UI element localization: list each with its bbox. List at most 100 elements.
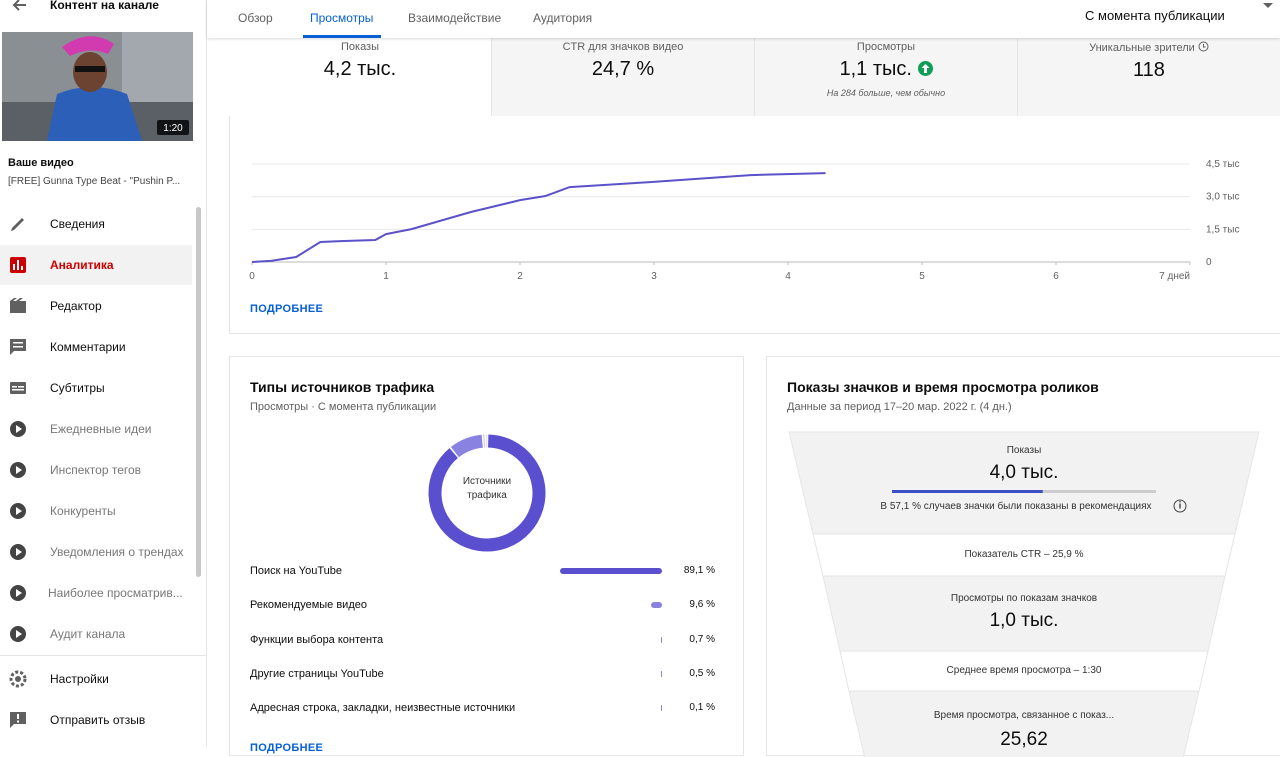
- x-tick-label: 2: [517, 271, 523, 282]
- extension-item[interactable]: Инспектор тегов: [0, 450, 192, 490]
- extension-item[interactable]: Уведомления о трендах: [0, 532, 192, 572]
- menu-item[interactable]: Настройки: [0, 659, 192, 699]
- icon: [9, 670, 27, 688]
- donut-segment: [455, 441, 482, 452]
- sidebar: Контент на канале 1:20 Ваше видео [FREE]…: [0, 0, 207, 747]
- icon: [9, 625, 27, 643]
- x-tick-label: 7 дней: [1159, 271, 1190, 282]
- menu-item[interactable]: Редактор: [0, 286, 192, 326]
- icon: [9, 297, 27, 315]
- metric-value-text: 1,1 тыс.: [839, 58, 911, 80]
- source-bar: [560, 568, 662, 574]
- funnel-note: В 57,1 % случаев значки были показаны в …: [759, 501, 1273, 512]
- metric-card[interactable]: Показы 4,2 тыс.: [229, 38, 491, 117]
- card-title: Типы источников трафика: [250, 379, 434, 395]
- period-selector[interactable]: С момента публикации: [1085, 8, 1225, 23]
- metric-card[interactable]: CTR для значков видео 24,7 %: [491, 38, 754, 117]
- menu-label: Сведения: [50, 217, 105, 231]
- tab-bar: Обзор Просмотры Взаимодействие Аудитория…: [207, 0, 1280, 38]
- menu-label: Редактор: [50, 299, 102, 313]
- metric-card[interactable]: Уникальные зрители 118: [1017, 38, 1280, 117]
- menu-label: Аудит канала: [50, 627, 125, 641]
- menu-label: Конкуренты: [50, 504, 116, 518]
- menu-label: Аналитика: [50, 258, 114, 272]
- y-tick-label: 0: [1206, 257, 1212, 268]
- metric-value: 1,1 тыс.: [755, 58, 1017, 81]
- source-bar: [661, 705, 662, 711]
- tab[interactable]: Обзор: [238, 11, 273, 25]
- x-tick-label: 1: [383, 271, 389, 282]
- share-bar: [892, 490, 1043, 493]
- icon: [9, 379, 27, 397]
- metric-label: Уникальные зрители: [1018, 41, 1280, 54]
- menu-item[interactable]: Отправить отзыв: [0, 700, 192, 740]
- video-duration: 1:20: [163, 123, 183, 134]
- x-tick-label: 5: [919, 271, 925, 282]
- clock-icon: [1198, 41, 1209, 52]
- video-heading: Ваше видео: [8, 157, 74, 169]
- x-tick-label: 0: [249, 271, 255, 282]
- source-bar: [661, 671, 662, 677]
- divider: [0, 655, 206, 656]
- funnel-note: Показатель CTR – 25,9 %: [767, 549, 1280, 560]
- tab[interactable]: Аудитория: [533, 11, 592, 25]
- extension-item[interactable]: Аудит канала: [0, 614, 192, 654]
- extension-item[interactable]: Наиболее просматрив...: [0, 573, 192, 613]
- icon: [9, 461, 27, 479]
- funnel-value: 4,0 тыс.: [767, 462, 1280, 484]
- video-title: [FREE] Gunna Type Beat - "Pushin P...: [8, 176, 180, 187]
- details-link[interactable]: ПОДРОБНЕЕ: [250, 303, 323, 315]
- video-thumbnail[interactable]: 1:20: [2, 32, 193, 141]
- up-icon: [918, 61, 933, 76]
- details-link[interactable]: ПОДРОБНЕЕ: [250, 742, 323, 754]
- source-label: Функции выбора контента: [250, 634, 383, 646]
- metric-label-text: Уникальные зрители: [1089, 42, 1195, 54]
- source-bar: [661, 637, 662, 643]
- source-value: 0,7 %: [689, 634, 715, 645]
- traffic-card: Типы источников трафика Просмотры · С мо…: [229, 356, 744, 756]
- funnel-value: 25,62: [767, 729, 1280, 751]
- card-subtitle: Просмотры · С момента публикации: [250, 401, 436, 413]
- menu-label: Ежедневные идеи: [50, 422, 151, 436]
- source-value: 9,6 %: [689, 599, 715, 610]
- y-tick-label: 4,5 тыс: [1206, 159, 1239, 170]
- metric-card[interactable]: Просмотры 1,1 тыс. На 284 больше, чем об…: [754, 38, 1017, 117]
- icon: [9, 584, 27, 602]
- menu-item[interactable]: Комментарии: [0, 327, 192, 367]
- icon: [9, 543, 27, 561]
- back-arrow[interactable]: [10, 0, 30, 14]
- funnel-note: Среднее время просмотра – 1:30: [767, 665, 1280, 676]
- icon: [9, 215, 27, 233]
- source-bar: [651, 602, 662, 608]
- icon: [9, 711, 27, 729]
- source-label: Рекомендуемые видео: [250, 599, 367, 611]
- menu-item[interactable]: Аналитика: [0, 245, 192, 285]
- funnel-value: 1,0 тыс.: [767, 610, 1280, 632]
- donut-center-label: Источники трафика: [452, 475, 522, 503]
- sidebar-title: Контент на канале: [50, 0, 159, 12]
- data-line: [252, 173, 826, 262]
- menu-item[interactable]: Сведения: [0, 204, 192, 244]
- metric-value: 118: [1018, 59, 1280, 82]
- funnel-card: Показы значков и время просмотра роликов…: [766, 356, 1280, 756]
- funnel-label: Просмотры по показам значков: [767, 593, 1280, 604]
- extension-item[interactable]: Ежедневные идеи: [0, 409, 192, 449]
- tab-active[interactable]: Просмотры: [310, 11, 373, 25]
- source-label: Поиск на YouTube: [250, 565, 342, 577]
- scrollbar[interactable]: [196, 207, 201, 577]
- extension-item[interactable]: Конкуренты: [0, 491, 192, 531]
- funnel-label: Показы: [767, 445, 1280, 456]
- tab-indicator: [303, 35, 381, 38]
- menu-label: Отправить отзыв: [50, 713, 145, 727]
- tab[interactable]: Взаимодействие: [408, 11, 501, 25]
- icon: [9, 420, 27, 438]
- dropdown-arrow[interactable]: [1262, 2, 1274, 10]
- menu-item[interactable]: Субтитры: [0, 368, 192, 408]
- menu-label: Комментарии: [50, 340, 126, 354]
- metric-label: Просмотры: [755, 41, 1017, 53]
- y-tick-label: 3,0 тыс: [1206, 192, 1239, 203]
- source-value: 0,5 %: [689, 668, 715, 679]
- source-value: 0,1 %: [689, 702, 715, 713]
